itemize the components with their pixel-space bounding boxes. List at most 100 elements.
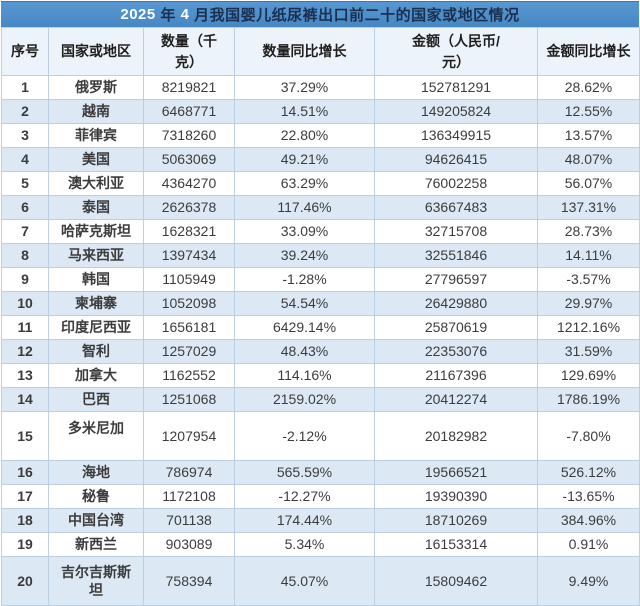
cell-quantity-yoy: 54.54%: [234, 291, 375, 316]
cell-quantity-yoy: 565.59%: [234, 460, 375, 485]
cell-country: 中国台湾: [48, 508, 144, 533]
cell-amount: 27796597: [374, 267, 538, 292]
cell-amount: 18710269: [374, 508, 538, 533]
cell-quantity-yoy: 2159.02%: [234, 387, 375, 412]
cell-country: 泰国: [48, 195, 144, 220]
table-row: 13 加拿大 1162552 114.16% 21167396 129.69%: [1, 363, 640, 388]
table-row: 11 印度尼西亚 1656181 6429.14% 25870619 1212.16%: [1, 315, 640, 340]
cell-amount-yoy: 526.12%: [537, 460, 640, 485]
cell-country: 澳大利亚: [48, 171, 144, 196]
cell-quantity: 701138: [143, 508, 235, 533]
cell-rank: 19: [1, 532, 49, 557]
cell-rank: 6: [1, 195, 49, 220]
cell-rank: 11: [1, 315, 49, 340]
cell-quantity-yoy: 49.21%: [234, 147, 375, 172]
export-data-table: 序号 国家或地区 数量（千 克） 数量同比增长 金额（人民币/ 元） 金额同比增…: [1, 27, 640, 606]
cell-rank: 4: [1, 147, 49, 172]
cell-amount: 25870619: [374, 315, 538, 340]
cell-amount-yoy: 1786.19%: [537, 387, 640, 412]
cell-amount: 32551846: [374, 243, 538, 268]
cell-amount: 19566521: [374, 460, 538, 485]
cell-country: 加拿大: [48, 363, 144, 388]
cell-quantity: 8219821: [143, 75, 235, 100]
cell-quantity: 4364270: [143, 171, 235, 196]
cell-rank: 8: [1, 243, 49, 268]
cell-quantity: 903089: [143, 532, 235, 557]
cell-quantity-yoy: -12.27%: [234, 484, 375, 509]
cell-quantity-yoy: 45.07%: [234, 556, 375, 606]
cell-quantity: 1052098: [143, 291, 235, 316]
cell-quantity-yoy: 14.51%: [234, 99, 375, 124]
cell-quantity: 1172108: [143, 484, 235, 509]
cell-quantity: 7318260: [143, 123, 235, 148]
cell-amount-yoy: 56.07%: [537, 171, 640, 196]
table-row: 2 越南 6468771 14.51% 149205824 12.55%: [1, 99, 640, 124]
title-number: 2025: [120, 6, 156, 23]
table-row: 5 澳大利亚 4364270 63.29% 76002258 56.07%: [1, 171, 640, 196]
col-header-quantity: 数量（千 克）: [143, 27, 235, 76]
cell-rank: 17: [1, 484, 49, 509]
cell-quantity: 1628321: [143, 219, 235, 244]
cell-amount: 16153314: [374, 532, 538, 557]
cell-quantity: 1207954: [143, 411, 235, 461]
cell-amount: 20182982: [374, 411, 538, 461]
cell-country: 秘鲁: [48, 484, 144, 509]
cell-quantity: 2626378: [143, 195, 235, 220]
cell-quantity-yoy: -1.28%: [234, 267, 375, 292]
table-row: 9 韩国 1105949 -1.28% 27796597 -3.57%: [1, 267, 640, 292]
cell-amount: 76002258: [374, 171, 538, 196]
cell-quantity: 1105949: [143, 267, 235, 292]
cell-quantity: 1162552: [143, 363, 235, 388]
cell-quantity-yoy: 63.29%: [234, 171, 375, 196]
cell-amount-yoy: 137.31%: [537, 195, 640, 220]
cell-quantity: 1656181: [143, 315, 235, 340]
cell-quantity-yoy: 5.34%: [234, 532, 375, 557]
cell-quantity-yoy: 174.44%: [234, 508, 375, 533]
cell-quantity: 758394: [143, 556, 235, 606]
table-row: 6 泰国 2626378 117.46% 63667483 137.31%: [1, 195, 640, 220]
cell-amount-yoy: 0.91%: [537, 532, 640, 557]
cell-quantity-yoy: 33.09%: [234, 219, 375, 244]
cell-country: 巴西: [48, 387, 144, 412]
cell-rank: 1: [1, 75, 49, 100]
table-row: 3 菲律宾 7318260 22.80% 136349915 13.57%: [1, 123, 640, 148]
cell-amount: 21167396: [374, 363, 538, 388]
cell-rank: 5: [1, 171, 49, 196]
table-row: 4 美国 5063069 49.21% 94626415 48.07%: [1, 147, 640, 172]
table-row: 19 新西兰 903089 5.34% 16153314 0.91%: [1, 532, 640, 557]
cell-amount: 32715708: [374, 219, 538, 244]
cell-quantity-yoy: 117.46%: [234, 195, 375, 220]
cell-quantity-yoy: 48.43%: [234, 339, 375, 364]
cell-country: 哈萨克斯坦: [48, 219, 144, 244]
cell-amount-yoy: 12.55%: [537, 99, 640, 124]
cell-country: 多米尼加: [48, 411, 144, 461]
table-body: 1 俄罗斯 8219821 37.29% 152781291 28.62% 2 越南 64687…: [1, 75, 640, 606]
col-header-country: 国家或地区: [48, 27, 144, 76]
col-header-amount-yoy: 金额同比增长: [537, 27, 640, 76]
table-row: 20 吉尔吉斯斯 坦 758394 45.07% 15809462 9.49%: [1, 556, 640, 606]
cell-rank: 9: [1, 267, 49, 292]
cell-quantity: 5063069: [143, 147, 235, 172]
cell-quantity: 1251068: [143, 387, 235, 412]
cell-rank: 3: [1, 123, 49, 148]
header-row: 序号 国家或地区 数量（千 克） 数量同比增长 金额（人民币/ 元） 金额同比增…: [1, 27, 640, 76]
cell-amount-yoy: -7.80%: [537, 411, 640, 461]
table-row: 1 俄罗斯 8219821 37.29% 152781291 28.62%: [1, 75, 640, 100]
col-header-quantity-yoy: 数量同比增长: [234, 27, 375, 76]
cell-quantity-yoy: 39.24%: [234, 243, 375, 268]
cell-amount-yoy: 48.07%: [537, 147, 640, 172]
cell-rank: 13: [1, 363, 49, 388]
cell-amount: 149205824: [374, 99, 538, 124]
table-row: 15 多米尼加 1207954 -2.12% 20182982 -7.80%: [1, 411, 640, 461]
cell-amount: 136349915: [374, 123, 538, 148]
cell-country: 印度尼西亚: [48, 315, 144, 340]
cell-amount-yoy: 14.11%: [537, 243, 640, 268]
title-number: 4: [180, 6, 190, 23]
cell-quantity-yoy: 22.80%: [234, 123, 375, 148]
title-text: 月我国婴儿纸尿裤出口前二十的国家或地区情况: [189, 7, 520, 24]
cell-amount-yoy: 28.62%: [537, 75, 640, 100]
cell-amount-yoy: 129.69%: [537, 363, 640, 388]
cell-country: 韩国: [48, 267, 144, 292]
cell-rank: 14: [1, 387, 49, 412]
